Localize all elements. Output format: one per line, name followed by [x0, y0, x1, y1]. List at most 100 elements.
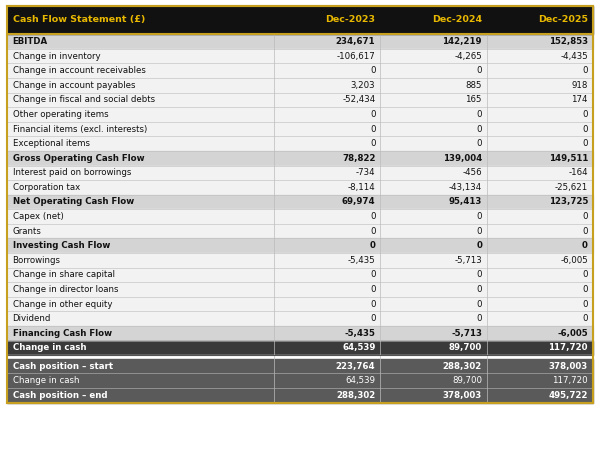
Text: 495,722: 495,722 — [548, 391, 588, 400]
Text: Corporation tax: Corporation tax — [13, 183, 80, 192]
Bar — [7, 122, 593, 136]
Text: Change in share capital: Change in share capital — [13, 270, 115, 279]
Text: 0: 0 — [583, 300, 588, 308]
Text: -164: -164 — [568, 169, 588, 177]
Text: Cash Flow Statement (£): Cash Flow Statement (£) — [13, 15, 146, 25]
Bar — [7, 165, 593, 180]
Text: 0: 0 — [583, 314, 588, 323]
Text: Change in fiscal and social debts: Change in fiscal and social debts — [13, 95, 155, 104]
Bar — [7, 180, 593, 194]
Text: 0: 0 — [476, 270, 482, 279]
Text: 89,700: 89,700 — [449, 344, 482, 352]
Text: 78,822: 78,822 — [342, 154, 376, 163]
Text: 0: 0 — [583, 285, 588, 294]
Text: 152,853: 152,853 — [549, 37, 588, 46]
Text: 0: 0 — [476, 110, 482, 119]
Text: Change in cash: Change in cash — [13, 376, 79, 385]
Bar — [7, 34, 593, 49]
Text: Cash position – end: Cash position – end — [13, 391, 107, 400]
Text: 0: 0 — [370, 300, 376, 308]
Bar — [7, 209, 593, 224]
Text: 0: 0 — [370, 270, 376, 279]
Text: Investing Cash Flow: Investing Cash Flow — [13, 241, 110, 250]
Bar — [7, 151, 593, 165]
Text: Dec-2024: Dec-2024 — [432, 15, 482, 25]
Text: -4,265: -4,265 — [454, 52, 482, 61]
Text: -5,713: -5,713 — [451, 329, 482, 338]
Bar — [7, 373, 593, 388]
Text: 0: 0 — [370, 110, 376, 119]
Bar — [7, 238, 593, 253]
Text: 0: 0 — [583, 212, 588, 221]
Text: 0: 0 — [370, 66, 376, 75]
Text: 378,003: 378,003 — [443, 391, 482, 400]
Bar — [7, 340, 593, 355]
Text: Change in cash: Change in cash — [13, 344, 86, 352]
Text: 0: 0 — [370, 285, 376, 294]
Bar — [7, 268, 593, 282]
Bar — [7, 6, 593, 34]
Text: 288,302: 288,302 — [443, 362, 482, 370]
Text: -106,617: -106,617 — [337, 52, 376, 61]
Text: 95,413: 95,413 — [449, 198, 482, 206]
Text: -6,005: -6,005 — [560, 256, 588, 265]
Text: -43,134: -43,134 — [449, 183, 482, 192]
Text: Exceptional items: Exceptional items — [13, 139, 89, 148]
Text: Grants: Grants — [13, 227, 41, 236]
Text: Dividend: Dividend — [13, 314, 51, 323]
Bar — [7, 63, 593, 78]
Text: 0: 0 — [476, 314, 482, 323]
Text: 0: 0 — [476, 227, 482, 236]
Text: 288,302: 288,302 — [336, 391, 376, 400]
Text: 117,720: 117,720 — [548, 344, 588, 352]
Text: Change in account payables: Change in account payables — [13, 81, 135, 90]
Bar — [7, 78, 593, 93]
Text: 0: 0 — [583, 110, 588, 119]
Text: 64,539: 64,539 — [342, 344, 376, 352]
Text: Financial items (excl. interests): Financial items (excl. interests) — [13, 125, 147, 133]
Text: 0: 0 — [370, 212, 376, 221]
Text: Gross Operating Cash Flow: Gross Operating Cash Flow — [13, 154, 144, 163]
Text: Capex (net): Capex (net) — [13, 212, 64, 221]
Text: -4,435: -4,435 — [560, 52, 588, 61]
Bar — [7, 282, 593, 297]
Text: -5,435: -5,435 — [344, 329, 376, 338]
Text: 0: 0 — [476, 212, 482, 221]
Text: Change in other equity: Change in other equity — [13, 300, 112, 308]
Bar — [7, 355, 593, 359]
Text: Financing Cash Flow: Financing Cash Flow — [13, 329, 112, 338]
Text: 0: 0 — [583, 125, 588, 133]
Text: 0: 0 — [583, 227, 588, 236]
Bar — [7, 194, 593, 209]
Text: 0: 0 — [476, 125, 482, 133]
Text: 174: 174 — [571, 95, 588, 104]
Text: 223,764: 223,764 — [336, 362, 376, 370]
Text: 0: 0 — [476, 241, 482, 250]
Text: Net Operating Cash Flow: Net Operating Cash Flow — [13, 198, 134, 206]
Text: 0: 0 — [582, 241, 588, 250]
Text: 918: 918 — [572, 81, 588, 90]
Bar — [7, 6, 593, 402]
Text: 142,219: 142,219 — [443, 37, 482, 46]
Text: 0: 0 — [476, 66, 482, 75]
Text: 378,003: 378,003 — [549, 362, 588, 370]
Text: -734: -734 — [356, 169, 376, 177]
Text: Dec-2025: Dec-2025 — [538, 15, 588, 25]
Text: Change in account receivables: Change in account receivables — [13, 66, 145, 75]
Text: Dec-2023: Dec-2023 — [325, 15, 376, 25]
Text: 89,700: 89,700 — [452, 376, 482, 385]
Text: Interest paid on borrowings: Interest paid on borrowings — [13, 169, 131, 177]
Bar — [7, 297, 593, 311]
Text: 117,720: 117,720 — [553, 376, 588, 385]
Text: 0: 0 — [476, 285, 482, 294]
Text: 0: 0 — [370, 227, 376, 236]
Text: 69,974: 69,974 — [342, 198, 376, 206]
Text: -6,005: -6,005 — [557, 329, 588, 338]
Text: 0: 0 — [476, 139, 482, 148]
Text: -52,434: -52,434 — [342, 95, 376, 104]
Text: Change in director loans: Change in director loans — [13, 285, 118, 294]
Text: -25,621: -25,621 — [555, 183, 588, 192]
Text: -456: -456 — [463, 169, 482, 177]
Text: 0: 0 — [370, 314, 376, 323]
Bar — [7, 93, 593, 107]
